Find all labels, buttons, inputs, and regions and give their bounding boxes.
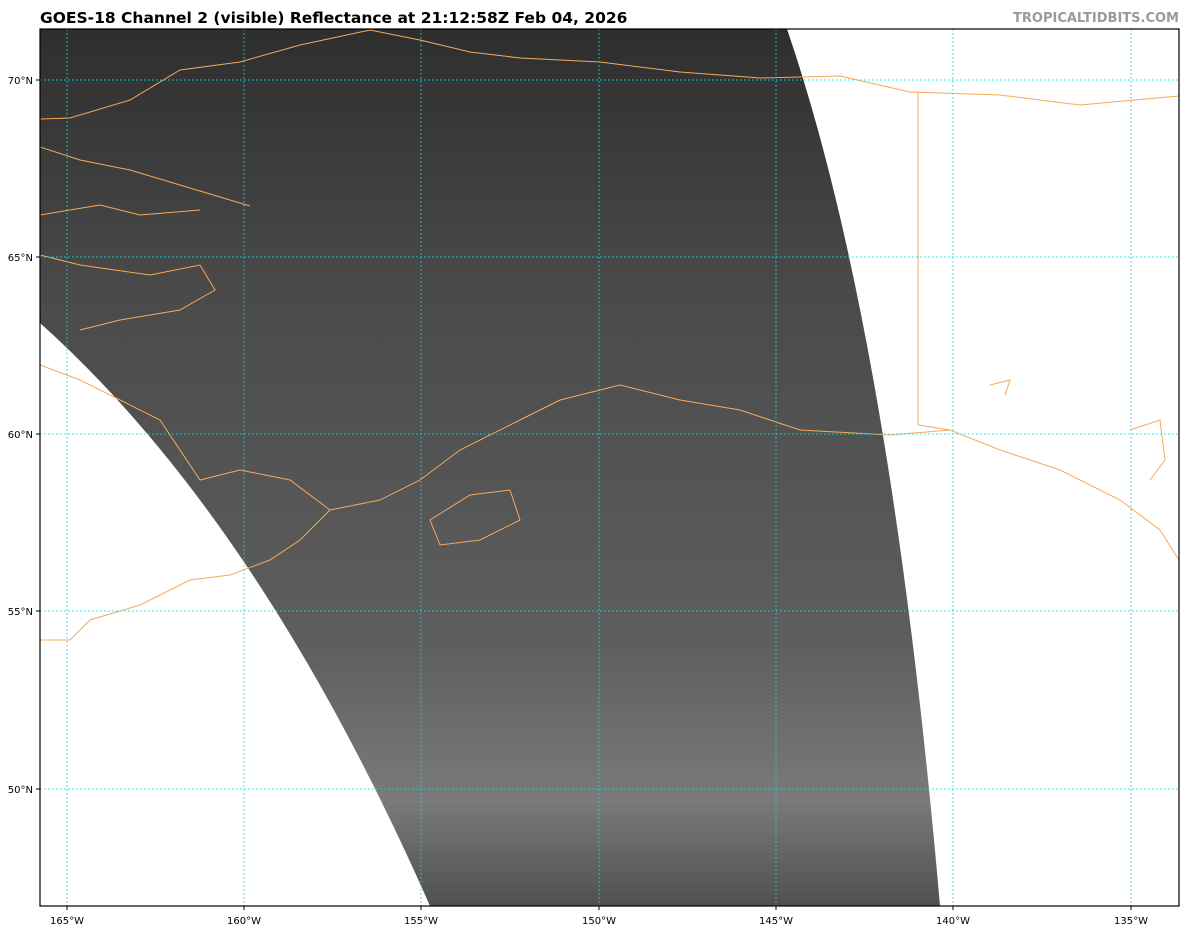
- lat-label: 60°N: [8, 430, 33, 441]
- lon-label: 165°W: [50, 916, 84, 927]
- coastlines: [40, 29, 1179, 641]
- satellite-swath: [40, 29, 940, 906]
- lon-label: 140°W: [936, 916, 970, 927]
- brand-watermark: TROPICALTIDBITS.COM: [1013, 11, 1179, 26]
- lat-label: 55°N: [8, 607, 33, 618]
- lat-label: 65°N: [8, 253, 33, 264]
- lon-label: 150°W: [582, 916, 616, 927]
- lat-label: 50°N: [8, 785, 33, 796]
- map-frame: [39, 28, 1180, 907]
- map-title: GOES-18 Channel 2 (visible) Reflectance …: [40, 9, 628, 27]
- gridlines: [40, 29, 1179, 906]
- lon-label: 145°W: [759, 916, 793, 927]
- lon-label: 155°W: [404, 916, 438, 927]
- lon-label: 160°W: [227, 916, 261, 927]
- lat-label: 70°N: [8, 76, 33, 87]
- lon-label: 135°W: [1114, 916, 1148, 927]
